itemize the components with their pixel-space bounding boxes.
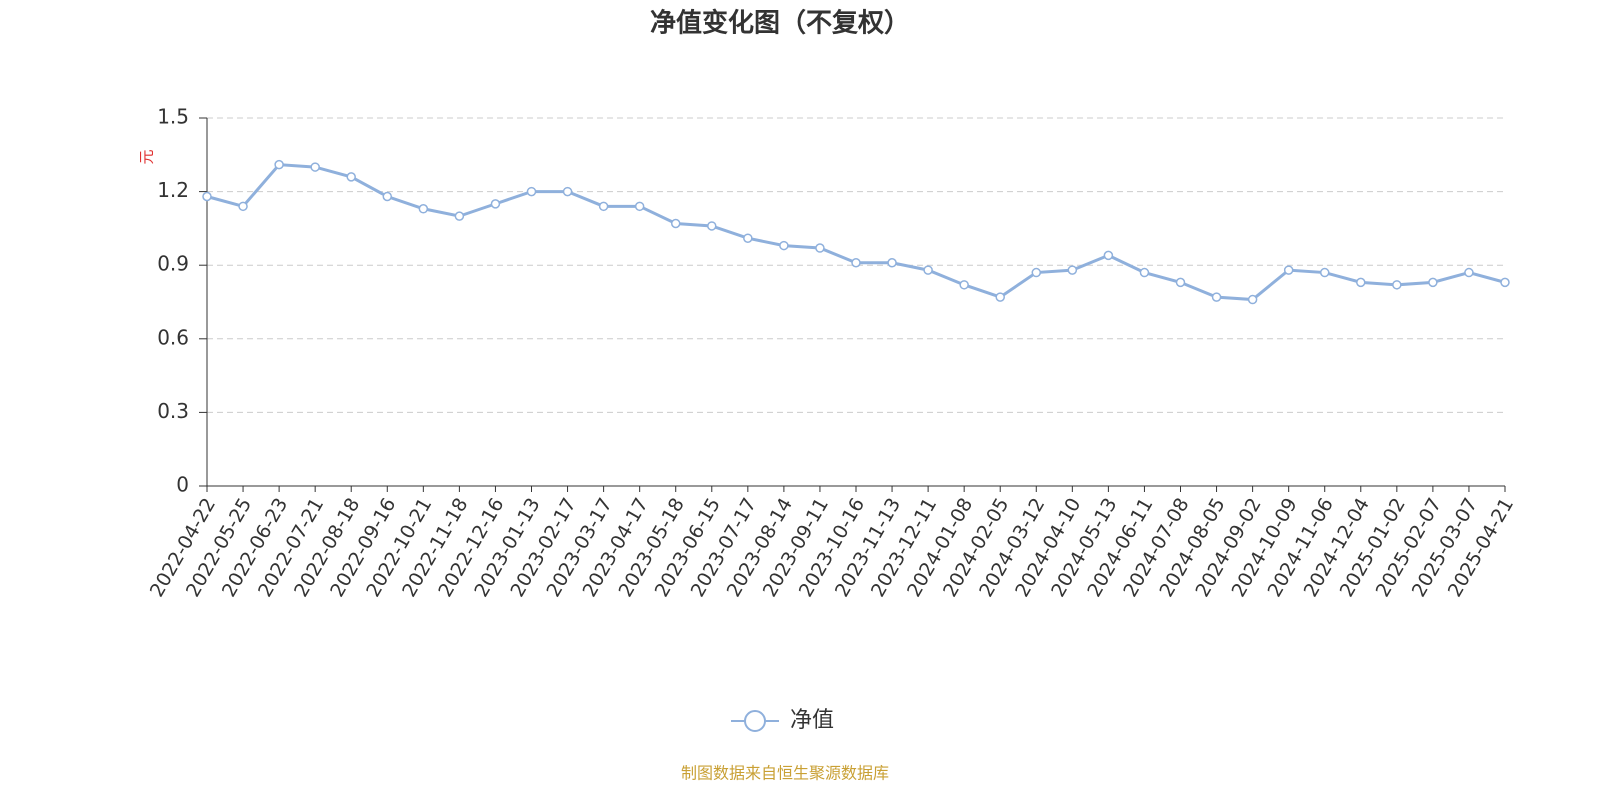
data-point — [634, 201, 645, 212]
y-tick-label: 1.2 — [157, 178, 189, 202]
data-point — [887, 257, 897, 268]
data-point — [743, 233, 753, 243]
data-point — [1392, 280, 1402, 290]
data-point — [1247, 294, 1258, 305]
data-point — [815, 243, 825, 253]
data-point — [454, 211, 465, 221]
data-point — [418, 204, 429, 214]
chart-title: 净值变化图（不复权） — [650, 8, 910, 39]
data-point — [598, 201, 609, 212]
data-point — [346, 172, 356, 182]
data-point — [923, 265, 933, 275]
data-point — [1464, 267, 1474, 278]
data-point — [1319, 267, 1330, 278]
data-point — [1175, 277, 1186, 288]
y-tick-label: 0.9 — [157, 252, 189, 276]
data-point — [707, 221, 717, 231]
data-point — [238, 201, 248, 212]
data-point — [670, 218, 681, 229]
y-tick-label: 1.5 — [157, 105, 189, 129]
y-tick-label: 0.6 — [157, 325, 189, 349]
data-point — [1103, 250, 1114, 261]
data-point — [490, 199, 501, 209]
data-point — [310, 162, 320, 172]
data-point — [1428, 277, 1438, 288]
data-point — [562, 186, 573, 197]
source-note: 制图数据来自恒生聚源数据库 — [681, 764, 889, 783]
data-point — [995, 292, 1005, 302]
y-tick-label: 0.3 — [157, 399, 189, 423]
data-point — [1139, 267, 1150, 278]
data-point — [1211, 292, 1222, 302]
data-point — [851, 257, 861, 268]
data-point — [526, 186, 537, 197]
y-tick-label: 0 — [176, 473, 189, 497]
data-line — [206, 163, 1506, 302]
legend-marker — [744, 710, 766, 732]
y-axis-label: 元 — [138, 149, 156, 164]
data-point — [202, 191, 212, 202]
data-point — [1283, 265, 1294, 275]
data-point — [959, 280, 969, 290]
data-point — [1031, 267, 1042, 278]
legend-label: 净值 — [790, 708, 834, 733]
data-point — [382, 191, 393, 202]
data-point — [1356, 277, 1366, 288]
data-point — [1067, 265, 1078, 275]
data-point — [1500, 277, 1510, 288]
data-point — [274, 159, 284, 170]
data-point — [779, 240, 789, 251]
